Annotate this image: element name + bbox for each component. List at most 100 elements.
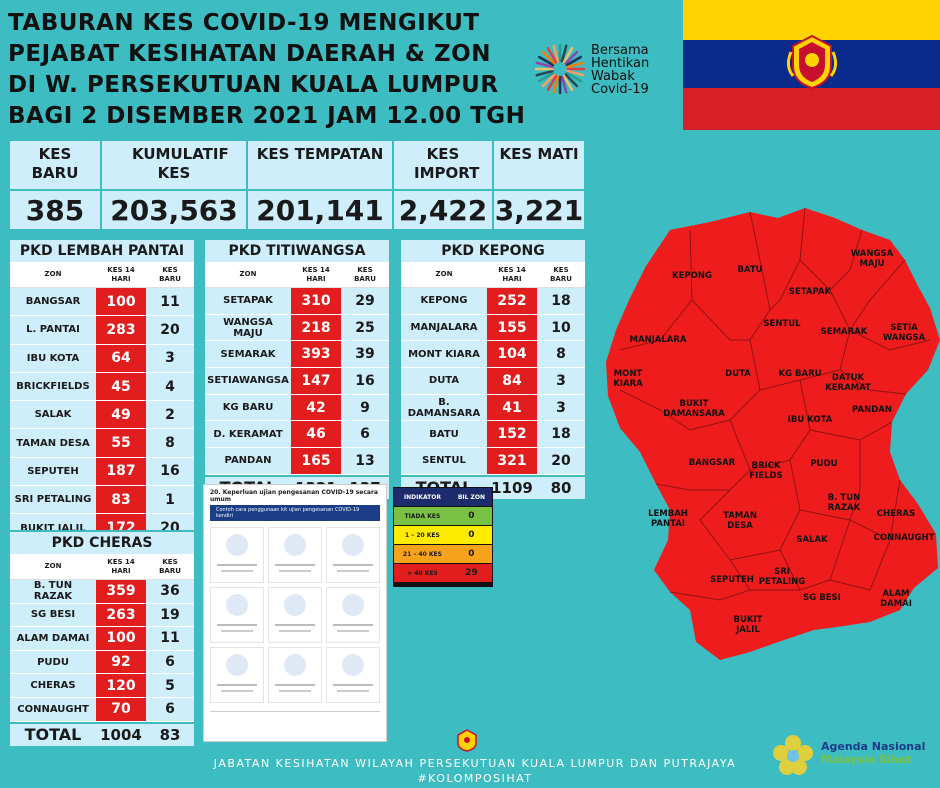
map-zone-label: SRI PETALING <box>759 567 805 587</box>
title-line-2: PEJABAT KESIHATAN DAERAH & ZON <box>8 41 491 67</box>
indicator-row: TIADA KES 0 <box>394 507 492 526</box>
poster-step-8 <box>268 647 322 703</box>
zone-name: SETIAWANGSA <box>207 375 289 387</box>
kes-baru: 6 <box>165 701 175 718</box>
page-title: TABURAN KES COVID-19 MENGIKUT PEJABAT KE… <box>8 8 568 132</box>
map-zone-label: LEMBAH PANTAI <box>648 509 688 529</box>
map-zone-label: SETIA WANGSA <box>883 323 926 343</box>
zone-name: PANDAN <box>224 455 272 467</box>
table-row: KEPONG 252 18 <box>401 288 585 315</box>
kes-14-hari: 359 <box>96 580 146 603</box>
kes-14-hari: 152 <box>487 421 537 448</box>
indicator-header-label: INDIKATOR <box>403 493 441 501</box>
summary-kes-baru: KES BARU 385 <box>10 141 102 231</box>
kes-baru: 5 <box>165 677 175 694</box>
map-zone-label: DUTA <box>725 369 751 379</box>
indicator-count: 0 <box>468 530 475 540</box>
map-zone-label: ALAM DAMAI <box>880 589 912 609</box>
kes-14-hari: 263 <box>96 603 146 627</box>
footer-line-1: JABATAN KESIHATAN WILAYAH PERSEKUTUAN KU… <box>213 757 737 770</box>
zone-name: SENTUL <box>422 455 466 467</box>
kes-14-hari: 252 <box>487 288 537 314</box>
kes-14-hari: 46 <box>291 421 341 448</box>
kes-14-hari: 83 <box>96 486 146 514</box>
kes-14-hari: 120 <box>96 674 146 697</box>
summary-header: KES IMPORT <box>414 145 480 182</box>
zone-name: PUDU <box>37 656 69 668</box>
total-label: TOTAL <box>24 725 82 745</box>
table-row: PUDU 92 6 <box>10 650 194 675</box>
indicator-count: 0 <box>468 549 475 559</box>
indicator-row: 21 – 40 KES 0 <box>394 545 492 564</box>
poster-step-5 <box>268 587 322 643</box>
kes-baru: 29 <box>355 292 375 309</box>
kes-14-hari: 283 <box>96 316 146 344</box>
zone-name: SALAK <box>34 409 72 421</box>
map-zone-label: CONNAUGHT <box>874 533 935 543</box>
zone-name: BATU <box>429 428 459 440</box>
poster-step-7 <box>210 647 264 703</box>
poster-step-3 <box>326 527 380 583</box>
campaign-logo: Bersama Hentikan Wabak Covid-19 <box>533 40 673 100</box>
table-row: KG BARU 42 9 <box>205 394 389 422</box>
indicator-count: 29 <box>465 568 478 578</box>
map-zone-label: IBU KOTA <box>788 415 833 425</box>
sunburst-logo-icon <box>534 43 586 95</box>
map-zone-label: SENTUL <box>763 319 801 329</box>
title-line-3: DI W. PERSEKUTUAN KUALA LUMPUR <box>8 72 499 98</box>
kes-baru: 39 <box>355 346 375 363</box>
zone-name: B. TUN RAZAK <box>33 580 73 603</box>
campaign-logo-text: Bersama Hentikan Wabak Covid-19 <box>591 44 649 96</box>
kes-baru: 3 <box>165 350 175 367</box>
kes-14-hari: 104 <box>487 341 537 368</box>
map-zone-label: B. TUN RAZAK <box>828 493 861 513</box>
map-zone-label: BANGSAR <box>689 458 736 468</box>
table-row: SALAK 49 2 <box>10 401 194 430</box>
kes-14-hari: 218 <box>291 314 341 341</box>
table-kepong: PKD KEPONG ZON KES 14 HARI KES BARU KEPO… <box>399 238 587 501</box>
table-cheras: PKD CHERAS ZON KES 14 HARI KES BARU B. T… <box>8 530 196 748</box>
poster-band: Contoh cara penggunaan kit ujian pengesa… <box>210 505 380 521</box>
table-row: BANGSAR 100 11 <box>10 288 194 317</box>
table-title: PKD KEPONG <box>401 240 585 262</box>
kes-14-hari: 100 <box>96 288 146 316</box>
summary-bar: KES BARU 385 KUMULATIF KES 203,563 KES T… <box>8 139 586 231</box>
table-row: B. TUN RAZAK 359 36 <box>10 580 194 604</box>
map-zone-label: SG BESI <box>803 593 841 603</box>
logo-line-1: Bersama <box>591 43 649 58</box>
zone-name: BRICKFIELDS <box>16 381 90 393</box>
table-row: WANGSA MAJU 218 25 <box>205 314 389 342</box>
map-zone-label: SEMARAK <box>821 327 868 337</box>
wp-flag <box>683 0 940 130</box>
kes-baru: 2 <box>165 406 175 423</box>
poster-step-9 <box>326 647 380 703</box>
col-kesbaru: KES BARU <box>354 265 376 283</box>
summary-kumulatif: KUMULATIF KES 203,563 <box>102 141 248 231</box>
kes-baru: 16 <box>355 372 375 389</box>
kes-baru: 3 <box>556 399 566 416</box>
summary-mati: KES MATI 3,221 <box>494 141 584 231</box>
zone-name: SRI PETALING <box>14 494 92 506</box>
zone-name: BANGSAR <box>25 296 81 308</box>
kes-14-hari: 187 <box>96 457 146 486</box>
kl-zone-map: KEPONG BATU WANGSA MAJU SETAPAK SENTUL SEMARAK… <box>606 207 940 660</box>
kes-baru: 19 <box>160 606 180 623</box>
map-zone-label: BATU <box>737 265 762 275</box>
title-line-1: TABURAN KES COVID-19 MENGIKUT <box>8 10 480 36</box>
kes-baru: 1 <box>165 491 175 508</box>
col-kes14: KES 14 HARI <box>107 265 135 283</box>
summary-header: KES MATI <box>499 145 579 163</box>
col-kes14: KES 14 HARI <box>107 557 135 575</box>
summary-tempatan: KES TEMPATAN 201,141 <box>248 141 394 231</box>
zone-name: BUKIT JALIL <box>20 522 86 534</box>
col-zon: ZON <box>44 562 62 570</box>
zone-name: MANJALARA <box>410 322 478 334</box>
map-zone-label: SALAK <box>796 535 828 545</box>
table-row: IBU KOTA 64 3 <box>10 344 194 373</box>
map-zone-label: SEPUTEH <box>710 575 754 585</box>
zone-name: TAMAN DESA <box>16 437 90 449</box>
summary-value: 385 <box>10 189 100 231</box>
table-subheader: ZON KES 14 HARI KES BARU <box>10 262 194 288</box>
kes-14-hari: 41 <box>487 394 537 421</box>
poster-steps <box>204 521 386 709</box>
